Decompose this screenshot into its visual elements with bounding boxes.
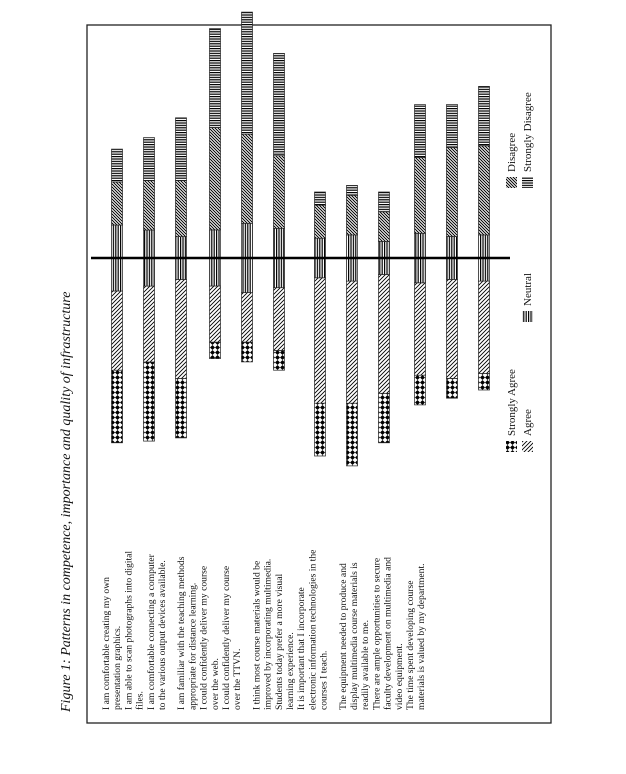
legend: Strongly Agree Agree Neutral Disagree Strong… <box>506 92 534 452</box>
bar-7-disagree <box>314 204 326 239</box>
bar-7-strongly-agree <box>314 402 326 457</box>
bar-12-strongly-agree <box>478 373 490 391</box>
legend-label-disagree: Disagree <box>506 133 518 172</box>
bar-7-strongly-disagree <box>314 191 326 206</box>
bar-11-agree <box>446 279 458 379</box>
statement-10: The equipment needed to produce anddispl… <box>338 562 371 710</box>
legend-swatch-disagree <box>506 177 517 188</box>
bar-2-strongly-agree <box>143 361 155 442</box>
bar-1-strongly-agree <box>111 369 123 444</box>
statement-11: There are ample opportunities to securef… <box>371 557 404 710</box>
bar-9-agree <box>378 274 390 394</box>
legend-label-strongly-agree: Strongly Agree <box>506 369 518 436</box>
bar-12-agree <box>478 280 490 374</box>
stacked-bars <box>111 11 490 467</box>
bar-4-disagree <box>209 127 221 231</box>
bar-10-strongly-disagree <box>414 104 426 158</box>
statement-7: I think most course materials would beim… <box>251 559 273 710</box>
bar-6-strongly-agree <box>273 350 285 371</box>
bar-11-strongly-agree <box>446 378 458 399</box>
bar-5-agree <box>241 292 253 343</box>
bar-3-agree <box>175 279 187 379</box>
bar-9-strongly-agree <box>378 392 390 444</box>
figure-caption: Figure 1: Patterns in competence, import… <box>59 292 74 713</box>
bar-4-strongly-disagree <box>209 28 221 128</box>
bar-8-agree <box>346 280 358 404</box>
caption-text: Figure 1: Patterns in competence, import… <box>59 292 74 713</box>
bar-2-strongly-disagree <box>143 137 155 181</box>
bar-3-strongly-disagree <box>175 117 187 181</box>
statement-9: It is important that I incorporateelectr… <box>296 550 329 710</box>
bar-1-strongly-disagree <box>111 148 123 183</box>
bar-7-agree <box>314 277 326 404</box>
legend-label-agree: Agree <box>522 409 534 436</box>
bar-11-strongly-disagree <box>446 104 458 148</box>
bar-3-strongly-agree <box>175 378 187 439</box>
legend-swatch-strongly-disagree <box>522 177 533 188</box>
bar-12-disagree <box>478 145 490 236</box>
legend-swatch-agree <box>522 441 533 452</box>
legend-label-neutral: Neutral <box>522 273 534 306</box>
bar-1-disagree <box>111 181 123 226</box>
statement-12: The time spent developing coursematerial… <box>405 563 427 710</box>
statement-6: I could confidently deliver my courseove… <box>221 566 243 710</box>
statement-3: I am comfortable connecting a computerto… <box>146 553 168 710</box>
bar-9-strongly-disagree <box>378 191 390 213</box>
statement-1: I am comfortable creating my ownpresenta… <box>101 577 123 710</box>
statement-2: I am able to scan photographs into digit… <box>123 551 145 710</box>
legend-swatch-strongly-agree <box>506 441 517 452</box>
bar-6-agree <box>273 287 285 351</box>
bar-12-strongly-disagree <box>478 86 490 147</box>
bar-8-strongly-agree <box>346 402 358 467</box>
bar-3-disagree <box>175 180 187 237</box>
bar-9-disagree <box>378 211 390 242</box>
bar-1-agree <box>111 290 123 371</box>
bar-5-disagree <box>241 133 253 224</box>
legend-swatch-neutral <box>522 311 533 322</box>
statement-labels: materials is valued by my department.I a… <box>101 550 427 710</box>
bar-5-strongly-disagree <box>241 11 253 135</box>
figure-frame <box>86 24 552 724</box>
bar-2-agree <box>143 285 155 363</box>
bar-10-strongly-agree <box>414 374 426 406</box>
bar-4-agree <box>209 285 221 343</box>
bar-11-disagree <box>446 147 458 237</box>
bar-6-disagree <box>273 155 285 229</box>
bar-10-agree <box>414 282 426 376</box>
bar-2-disagree <box>143 180 155 231</box>
bar-8-disagree <box>346 194 358 236</box>
legend-label-strongly-disagree: Strongly Disagree <box>522 92 534 172</box>
bar-10-disagree <box>414 157 426 234</box>
bar-6-strongly-disagree <box>273 53 285 157</box>
statement-5: I could confidently deliver my courseove… <box>199 566 221 710</box>
bar-4-strongly-agree <box>209 341 221 359</box>
bar-8-strongly-disagree <box>346 185 358 196</box>
statement-8: Students today prefer a more visuallearn… <box>274 574 296 710</box>
bar-5-strongly-agree <box>241 341 253 363</box>
statement-4: I am familiar with the teaching methodsa… <box>176 556 198 710</box>
